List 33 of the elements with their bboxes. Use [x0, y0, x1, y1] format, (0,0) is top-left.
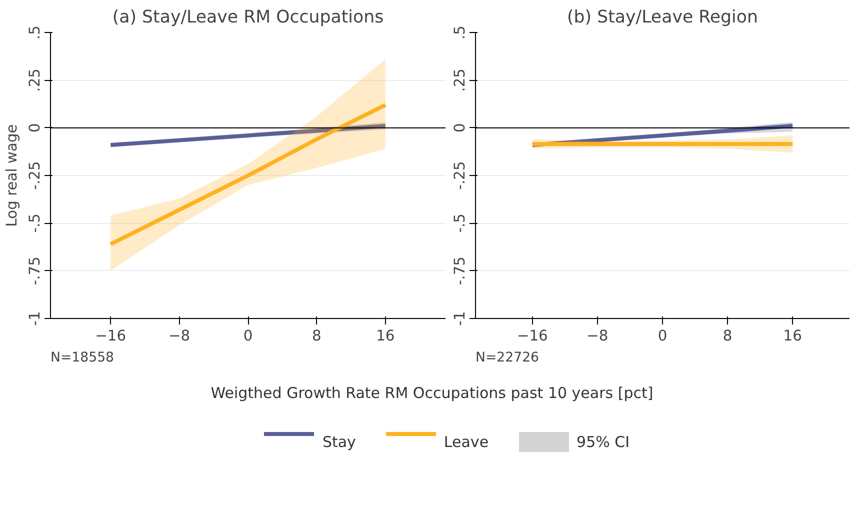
y-tick-label: .25	[26, 68, 44, 92]
y-tick-label: -.5	[26, 214, 44, 233]
x-tick-label: −8	[586, 328, 608, 344]
x-tick-label: 16	[783, 328, 802, 344]
y-tick-label: -.25	[452, 161, 468, 190]
x-axis-title: Weigthed Growth Rate RM Occupations past 10 years [pct]	[210, 383, 654, 404]
y-tick-label: -.25	[26, 161, 44, 190]
text: 95% CI	[576, 432, 630, 454]
chart-title: (b) Stay/Leave Region	[567, 8, 758, 28]
y-tick-label: -.75	[452, 256, 468, 286]
legend-label: Leave	[444, 432, 489, 454]
y-tick-label: -.5	[452, 214, 468, 233]
x-tick-label: −8	[168, 328, 190, 344]
y-tick-label: .5	[26, 26, 44, 40]
y-tick-label: .25	[452, 68, 468, 92]
y-tick-label: -1	[26, 311, 44, 326]
x-tick-label: −16	[95, 328, 126, 344]
y-tick-label: -.75	[26, 256, 44, 286]
x-tick-label: 8	[722, 328, 732, 344]
x-tick-label: 16	[376, 328, 395, 344]
x-tick-label: 0	[658, 328, 668, 344]
x-tick-label: 0	[243, 328, 253, 344]
legend-label: Stay	[322, 432, 356, 454]
y-tick-label: .5	[452, 26, 468, 40]
chart-title: (a) Stay/Leave RM Occupations	[112, 8, 384, 28]
y-tick-label: 0	[26, 123, 44, 132]
text: N=18558	[50, 350, 114, 366]
x-tick-label: −16	[516, 328, 548, 344]
y-tick-label: 0	[452, 123, 468, 132]
text: N=22726	[476, 350, 540, 366]
y-axis-title: Log real wage	[4, 124, 20, 227]
x-tick-label: 8	[312, 328, 322, 344]
y-tick-label: -1	[452, 311, 468, 326]
